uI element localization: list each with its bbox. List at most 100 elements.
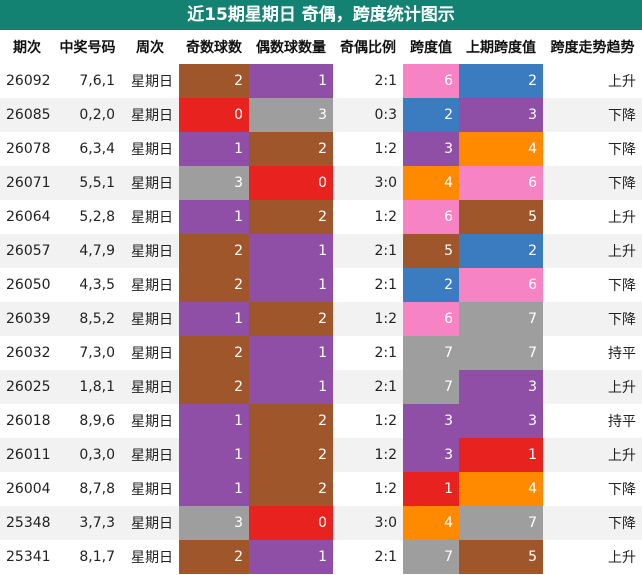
ratio-cell: 2:1	[374, 277, 397, 293]
table-row: 26004 8,7,8 星期日 1 2 1:2 1 4 下降	[0, 472, 642, 506]
numbers-cell: 3,7,3	[54, 506, 121, 540]
trend-cell: 上升	[543, 370, 642, 404]
table-row: 26071 5,5,1 星期日 3 0 3:0 4 6 下降	[0, 166, 642, 200]
trend-cell: 上升	[608, 550, 636, 566]
header-issue: 期次	[13, 40, 41, 56]
ratio-cell: 2:1	[333, 370, 403, 404]
weekday-cell: 星期日	[121, 302, 179, 336]
table-row: 26078 6,3,4 星期日 1 2 1:2 3 4 下降	[0, 132, 642, 166]
weekday-cell: 星期日	[121, 438, 179, 472]
trend-cell: 持平	[608, 346, 636, 362]
table-row: 25348 3,7,3 星期日 3 0 3:0 4 7 下降	[0, 506, 642, 540]
ratio-cell: 1:2	[374, 209, 397, 225]
issue-cell: 26064	[6, 209, 51, 225]
numbers-cell: 5,2,8	[79, 209, 115, 225]
weekday-cell: 星期日	[121, 370, 179, 404]
header-prev-span: 上期跨度值	[466, 40, 536, 56]
numbers-cell: 5,5,1	[54, 166, 121, 200]
table-row: 26050 4,3,5 星期日 2 1 2:1 2 6 下降	[0, 268, 642, 302]
weekday-cell: 星期日	[121, 166, 179, 200]
odd-count-cell: 3	[179, 166, 249, 200]
span-cell: 5	[403, 234, 459, 268]
ratio-cell: 2:1	[374, 73, 397, 89]
issue-cell: 26092	[6, 73, 51, 89]
prev-span-cell: 7	[459, 302, 543, 336]
span-cell: 3	[403, 438, 459, 472]
issue-cell: 26018	[6, 413, 51, 429]
stats-table: 期次 中奖号码 周次 奇数球数 偶数球数量 奇偶比例 跨度值 上期跨度值 跨度走…	[0, 30, 642, 574]
issue-cell: 26078	[6, 141, 51, 157]
issue-cell: 25341	[6, 549, 51, 565]
table-row: 26064 5,2,8 星期日 1 2 1:2 6 5 上升	[0, 200, 642, 234]
span-cell: 6	[403, 302, 459, 336]
prev-span-cell: 7	[459, 506, 543, 540]
weekday-cell: 星期日	[131, 550, 173, 566]
header-numbers: 中奖号码	[59, 40, 116, 56]
odd-count-cell: 1	[179, 404, 249, 438]
numbers-cell: 8,1,7	[79, 549, 115, 565]
header-ratio: 奇偶比例	[340, 40, 396, 56]
numbers-cell: 8,5,2	[54, 302, 121, 336]
trend-cell: 上升	[543, 438, 642, 472]
ratio-cell: 1:2	[374, 481, 397, 497]
even-count-cell: 0	[249, 166, 333, 200]
header-odd-count: 奇数球数	[186, 40, 242, 56]
weekday-cell: 星期日	[131, 142, 173, 158]
issue-cell: 25348	[0, 506, 54, 540]
trend-cell: 上升	[608, 210, 636, 226]
odd-count-cell: 1	[179, 302, 249, 336]
weekday-cell: 星期日	[131, 346, 173, 362]
ratio-cell: 0:3	[333, 98, 403, 132]
odd-count-cell: 2	[179, 336, 249, 370]
numbers-cell: 7,6,1	[79, 73, 115, 89]
header-span: 跨度值	[410, 40, 452, 56]
trend-cell: 下降	[608, 482, 636, 498]
issue-cell: 26039	[0, 302, 54, 336]
even-count-cell: 2	[249, 472, 333, 506]
ratio-cell: 1:2	[374, 413, 397, 429]
prev-span-cell: 6	[459, 268, 543, 302]
header-row: 期次 中奖号码 周次 奇数球数 偶数球数量 奇偶比例 跨度值 上期跨度值 跨度走…	[0, 30, 642, 64]
table-row: 26057 4,7,9 星期日 2 1 2:1 5 2 上升	[0, 234, 642, 268]
table-row: 26092 7,6,1 星期日 2 1 2:1 6 2 上升	[0, 64, 642, 98]
table-row: 26032 7,3,0 星期日 2 1 2:1 7 7 持平	[0, 336, 642, 370]
weekday-cell: 星期日	[131, 278, 173, 294]
prev-span-cell: 1	[459, 438, 543, 472]
prev-span-cell: 2	[459, 234, 543, 268]
trend-cell: 下降	[543, 166, 642, 200]
trend-cell: 下降	[543, 506, 642, 540]
ratio-cell: 2:1	[374, 549, 397, 565]
issue-cell: 26032	[6, 345, 51, 361]
odd-count-cell: 1	[179, 472, 249, 506]
header-even-count: 偶数球数量	[256, 40, 326, 56]
span-cell: 4	[403, 166, 459, 200]
even-count-cell: 1	[249, 336, 333, 370]
trend-cell: 下降	[608, 142, 636, 158]
weekday-cell: 星期日	[121, 234, 179, 268]
trend-cell: 持平	[608, 414, 636, 430]
even-count-cell: 1	[249, 234, 333, 268]
header-trend: 跨度走势趋势	[550, 40, 635, 56]
ratio-cell: 2:1	[333, 234, 403, 268]
trend-cell: 上升	[608, 74, 636, 90]
ratio-cell: 1:2	[333, 302, 403, 336]
weekday-cell: 星期日	[121, 506, 179, 540]
odd-count-cell: 3	[179, 506, 249, 540]
numbers-cell: 8,9,6	[79, 413, 115, 429]
even-count-cell: 0	[249, 506, 333, 540]
prev-span-cell: 7	[459, 336, 543, 370]
weekday-cell: 星期日	[131, 74, 173, 90]
even-count-cell: 1	[249, 540, 333, 574]
table-row: 26085 0,2,0 星期日 0 3 0:3 2 3 下降	[0, 98, 642, 132]
odd-count-cell: 2	[179, 64, 249, 98]
ratio-cell: 2:1	[374, 345, 397, 361]
issue-cell: 26011	[0, 438, 54, 472]
odd-count-cell: 1	[179, 438, 249, 472]
odd-count-cell: 2	[179, 540, 249, 574]
prev-span-cell: 2	[459, 64, 543, 98]
weekday-cell: 星期日	[121, 98, 179, 132]
numbers-cell: 7,3,0	[79, 345, 115, 361]
prev-span-cell: 4	[459, 132, 543, 166]
numbers-cell: 4,3,5	[79, 277, 115, 293]
numbers-cell: 4,7,9	[54, 234, 121, 268]
